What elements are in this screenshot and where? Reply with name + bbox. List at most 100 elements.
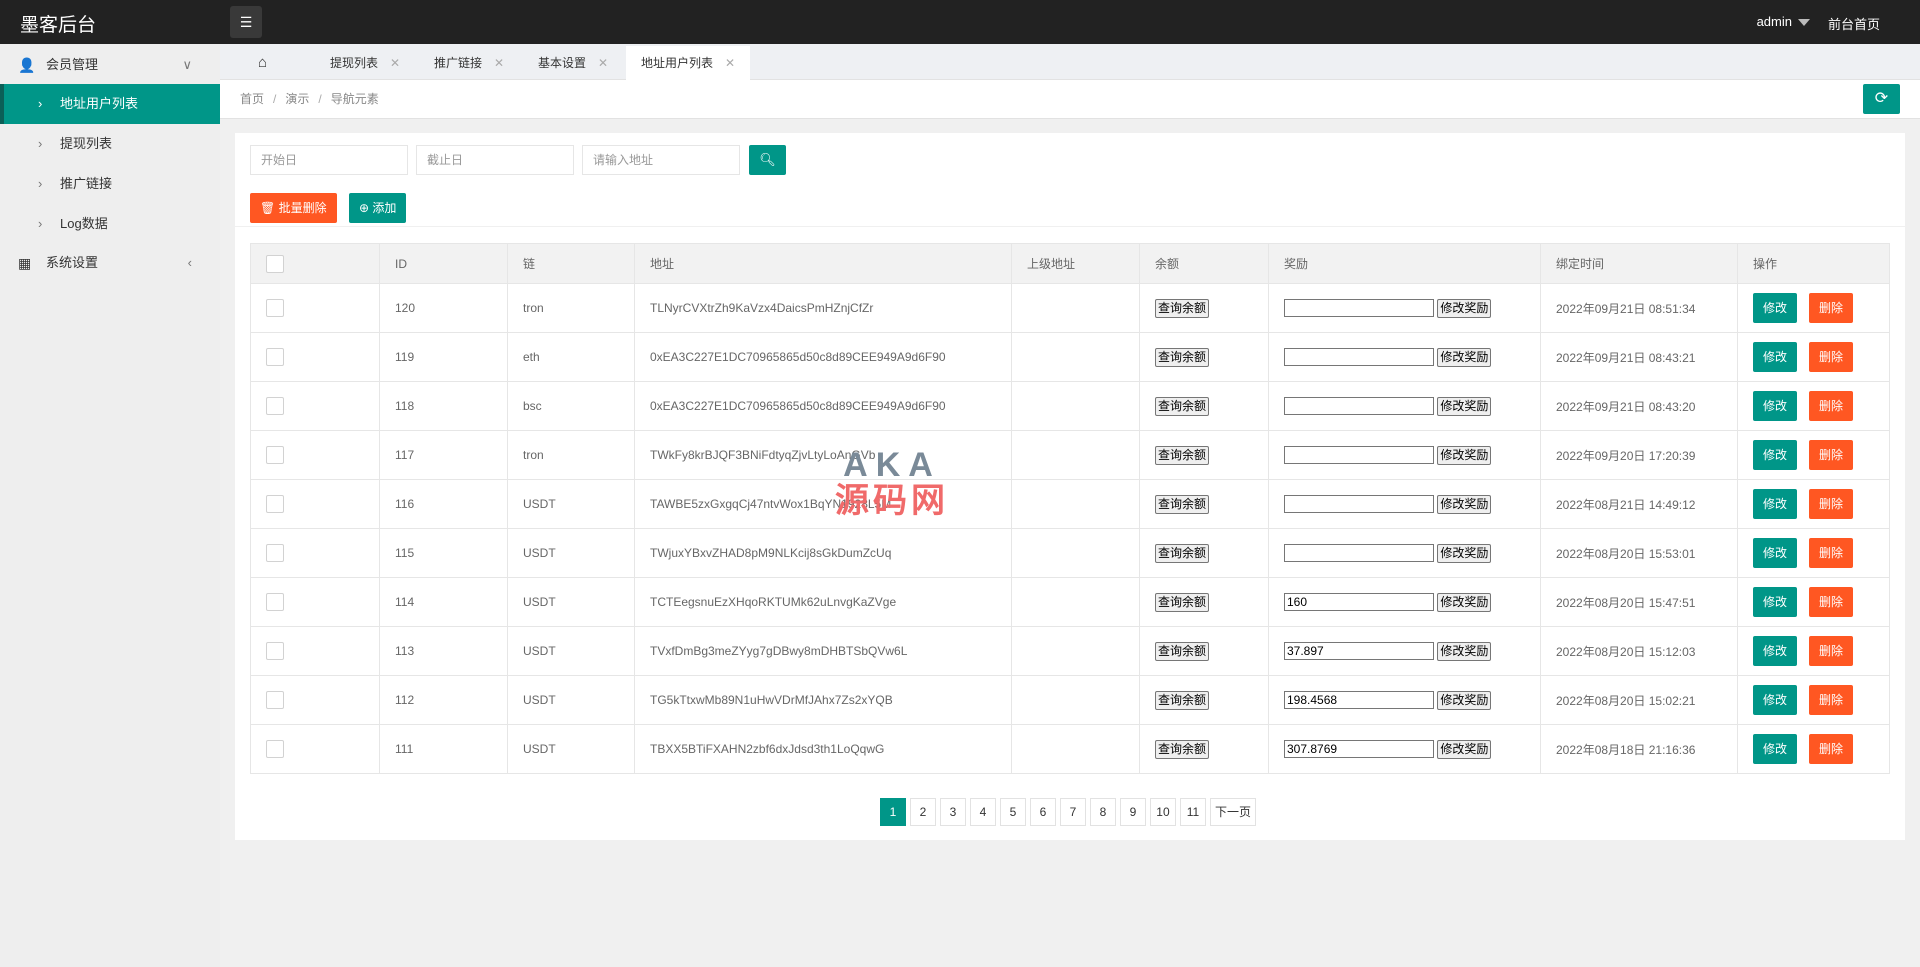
row-checkbox[interactable] <box>266 495 284 513</box>
query-balance-button[interactable]: 查询余额 <box>1155 690 1210 710</box>
edit-reward-button[interactable]: 修改奖励 <box>1437 543 1492 563</box>
delete-button[interactable]: 删除 <box>1809 293 1853 323</box>
row-checkbox[interactable] <box>266 691 284 709</box>
sidebar-item-promo-links[interactable]: › 推广链接 <box>0 164 220 204</box>
reward-input[interactable] <box>1284 348 1434 366</box>
row-checkbox[interactable] <box>266 593 284 611</box>
row-checkbox[interactable] <box>266 348 284 366</box>
address-search-input[interactable]: 请输入地址 <box>582 145 740 175</box>
close-icon[interactable]: ✕ <box>598 56 609 70</box>
query-balance-button[interactable]: 查询余额 <box>1155 592 1210 612</box>
row-checkbox[interactable] <box>266 740 284 758</box>
delete-button[interactable]: 删除 <box>1809 342 1853 372</box>
page-4[interactable]: 4 <box>969 798 996 826</box>
delete-button[interactable]: 删除 <box>1809 685 1853 715</box>
tab-address-users[interactable]: 地址用户列表 ✕ <box>626 46 751 80</box>
row-checkbox[interactable] <box>266 642 284 660</box>
edit-reward-button[interactable]: 修改奖励 <box>1437 396 1492 416</box>
breadcrumb-home[interactable]: 首页 <box>240 92 265 106</box>
edit-button[interactable]: 修改 <box>1753 587 1797 617</box>
page-8[interactable]: 8 <box>1089 798 1116 826</box>
reward-input[interactable] <box>1284 446 1434 464</box>
sidebar-item-withdrawals[interactable]: › 提现列表 <box>0 124 220 164</box>
refresh-icon[interactable]: ⟳ <box>1863 84 1900 114</box>
sidebar-item-address-users[interactable]: › 地址用户列表 <box>0 84 220 124</box>
edit-reward-button[interactable]: 修改奖励 <box>1437 494 1492 514</box>
front-home-link[interactable]: 前台首页 <box>1827 17 1880 32</box>
delete-button[interactable]: 删除 <box>1809 734 1853 764</box>
sidebar-group-settings[interactable]: ▦ 系统设置 ‹ <box>0 244 220 282</box>
query-balance-button[interactable]: 查询余额 <box>1155 543 1210 563</box>
user-menu[interactable]: admin <box>1757 14 1810 29</box>
close-icon[interactable]: ✕ <box>390 56 401 70</box>
delete-button[interactable]: 删除 <box>1809 489 1853 519</box>
select-all-checkbox[interactable] <box>266 254 284 273</box>
add-button[interactable]: ⊕ 添加 <box>349 193 407 223</box>
edit-button[interactable]: 修改 <box>1753 489 1797 519</box>
page-1[interactable]: 1 <box>879 798 906 826</box>
row-checkbox[interactable] <box>266 544 284 562</box>
batch-delete-button[interactable]: 🗑 批量删除 <box>250 193 337 223</box>
reward-input[interactable]: 37.897 <box>1284 642 1434 660</box>
start-date-input[interactable]: 开始日 <box>250 145 408 175</box>
edit-reward-button[interactable]: 修改奖励 <box>1437 445 1492 465</box>
page-3[interactable]: 3 <box>939 798 966 826</box>
page-7[interactable]: 7 <box>1059 798 1086 826</box>
reward-input[interactable]: 160 <box>1284 593 1434 611</box>
edit-reward-button[interactable]: 修改奖励 <box>1437 592 1492 612</box>
delete-button[interactable]: 删除 <box>1809 636 1853 666</box>
next-page-button[interactable]: 下一页 <box>1209 798 1256 826</box>
edit-reward-button[interactable]: 修改奖励 <box>1437 690 1492 710</box>
tab-home-icon[interactable]: ⌂ <box>258 54 268 71</box>
query-balance-button[interactable]: 查询余额 <box>1155 347 1210 367</box>
reward-input[interactable] <box>1284 544 1434 562</box>
edit-reward-button[interactable]: 修改奖励 <box>1437 641 1492 661</box>
page-10[interactable]: 10 <box>1149 798 1176 826</box>
row-checkbox[interactable] <box>266 446 284 464</box>
query-balance-button[interactable]: 查询余额 <box>1155 739 1210 759</box>
query-balance-button[interactable]: 查询余额 <box>1155 445 1210 465</box>
close-icon[interactable]: ✕ <box>494 56 505 70</box>
tab-basic-settings[interactable]: 基本设置 ✕ <box>538 46 608 80</box>
edit-button[interactable]: 修改 <box>1753 734 1797 764</box>
row-checkbox[interactable] <box>266 299 284 317</box>
row-checkbox[interactable] <box>266 397 284 415</box>
query-balance-button[interactable]: 查询余额 <box>1155 641 1210 661</box>
reward-input[interactable] <box>1284 299 1434 317</box>
query-balance-button[interactable]: 查询余额 <box>1155 494 1210 514</box>
delete-button[interactable]: 删除 <box>1809 538 1853 568</box>
sidebar-group-members[interactable]: 👤 会员管理 ∨ <box>0 46 220 84</box>
page-11[interactable]: 11 <box>1179 798 1206 826</box>
page-9[interactable]: 9 <box>1119 798 1146 826</box>
query-balance-button[interactable]: 查询余额 <box>1155 396 1210 416</box>
reward-input[interactable] <box>1284 397 1434 415</box>
reward-input[interactable]: 198.4568 <box>1284 691 1434 709</box>
menu-toggle-icon[interactable]: ☰ <box>230 6 262 38</box>
delete-button[interactable]: 删除 <box>1809 587 1853 617</box>
edit-button[interactable]: 修改 <box>1753 293 1797 323</box>
reward-input[interactable]: 307.8769 <box>1284 740 1434 758</box>
edit-button[interactable]: 修改 <box>1753 391 1797 421</box>
tab-promo-links[interactable]: 推广链接 ✕ <box>434 46 504 80</box>
page-2[interactable]: 2 <box>909 798 936 826</box>
query-balance-button[interactable]: 查询余额 <box>1155 298 1210 318</box>
end-date-input[interactable]: 截止日 <box>416 145 574 175</box>
edit-button[interactable]: 修改 <box>1753 685 1797 715</box>
edit-button[interactable]: 修改 <box>1753 538 1797 568</box>
close-icon[interactable]: ✕ <box>725 56 736 70</box>
reward-input[interactable] <box>1284 495 1434 513</box>
tab-withdrawals[interactable]: 提现列表 ✕ <box>330 46 400 80</box>
sidebar-item-log[interactable]: › Log数据 <box>0 204 220 244</box>
page-6[interactable]: 6 <box>1029 798 1056 826</box>
edit-reward-button[interactable]: 修改奖励 <box>1437 298 1492 318</box>
delete-button[interactable]: 删除 <box>1809 440 1853 470</box>
page-5[interactable]: 5 <box>999 798 1026 826</box>
edit-reward-button[interactable]: 修改奖励 <box>1437 347 1492 367</box>
edit-button[interactable]: 修改 <box>1753 440 1797 470</box>
edit-button[interactable]: 修改 <box>1753 342 1797 372</box>
delete-button[interactable]: 删除 <box>1809 391 1853 421</box>
search-icon[interactable]: 🔍︎ <box>749 145 786 175</box>
edit-button[interactable]: 修改 <box>1753 636 1797 666</box>
breadcrumb-demo[interactable]: 演示 <box>285 92 310 106</box>
edit-reward-button[interactable]: 修改奖励 <box>1437 739 1492 759</box>
